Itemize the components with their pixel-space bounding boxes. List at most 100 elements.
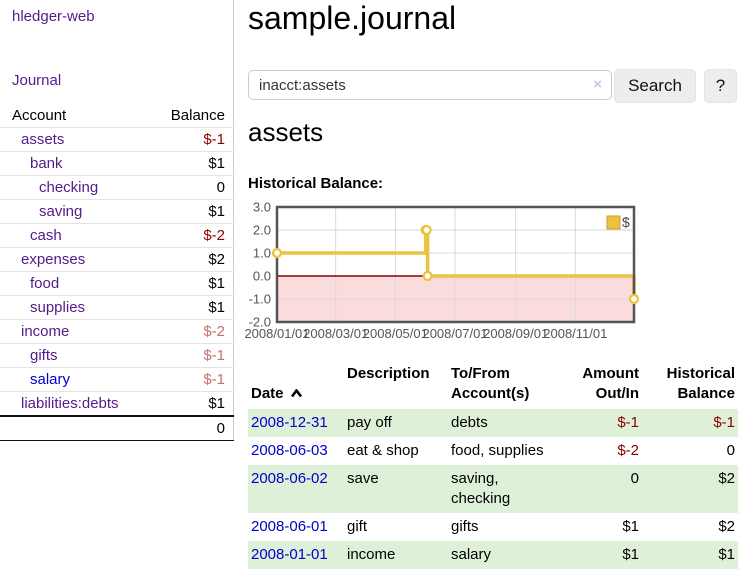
account-row: cash $-2 bbox=[0, 223, 234, 248]
transaction-amount: $1 bbox=[622, 518, 639, 535]
account-row: expenses $2 bbox=[0, 247, 234, 272]
account-balance: $-2 bbox=[152, 319, 234, 344]
account-row: income $-2 bbox=[0, 319, 234, 344]
svg-text:2008/11/01: 2008/11/01 bbox=[543, 326, 607, 341]
svg-text:$: $ bbox=[622, 214, 630, 230]
account-row: bank $1 bbox=[0, 151, 234, 176]
sidebar-item-journal[interactable]: Journal bbox=[12, 72, 62, 89]
sidebar: hledger-web Journal Account Balance asse… bbox=[0, 0, 234, 441]
transaction-balance: $1 bbox=[718, 546, 735, 563]
account-row: food $1 bbox=[0, 271, 234, 296]
transaction-date-link[interactable]: 2008-01-01 bbox=[251, 546, 328, 563]
col-header-date[interactable]: Date bbox=[248, 360, 344, 409]
col-header-accounts: To/From Account(s) bbox=[451, 365, 530, 402]
account-balance: 0 bbox=[152, 175, 234, 200]
search-form: × bbox=[248, 70, 612, 100]
transaction-date-link[interactable]: 2008-12-31 bbox=[251, 414, 328, 431]
account-balance: $-1 bbox=[152, 127, 234, 152]
account-balance: $1 bbox=[152, 199, 234, 224]
account-balance: $1 bbox=[152, 391, 234, 417]
transaction-date-link[interactable]: 2008-06-02 bbox=[251, 470, 328, 487]
svg-text:2008/09/01: 2008/09/01 bbox=[483, 326, 548, 341]
register-row: 2008-06-02 save saving, checking 0 $2 bbox=[248, 465, 738, 513]
help-button[interactable]: ? bbox=[704, 69, 737, 103]
account-balance: $-1 bbox=[152, 343, 234, 368]
transaction-balance: 0 bbox=[726, 442, 735, 459]
account-link-expenses[interactable]: expenses bbox=[21, 251, 86, 268]
account-row: checking 0 bbox=[0, 175, 234, 200]
transaction-balance: $2 bbox=[718, 470, 735, 487]
page-title: sample.journal bbox=[248, 0, 457, 36]
svg-text:-1.0: -1.0 bbox=[249, 292, 271, 307]
col-header-amount: Amount Out/In bbox=[582, 365, 639, 402]
account-row: supplies $1 bbox=[0, 295, 234, 320]
svg-text:0.0: 0.0 bbox=[253, 269, 271, 284]
accounts-table: Account Balance assets $-1 bank $1 check… bbox=[0, 104, 234, 441]
transaction-date-link[interactable]: 2008-06-03 bbox=[251, 442, 328, 459]
accounts-header-account: Account bbox=[0, 104, 153, 128]
search-input[interactable] bbox=[248, 70, 612, 100]
account-balance: $1 bbox=[152, 151, 234, 176]
search-button[interactable]: Search bbox=[614, 69, 696, 103]
account-balance: $2 bbox=[152, 247, 234, 272]
svg-text:2.0: 2.0 bbox=[253, 223, 271, 238]
register-row: 2008-12-31 pay off debts $-1 $-1 bbox=[248, 409, 738, 437]
account-link-salary[interactable]: salary bbox=[30, 371, 71, 388]
transaction-description: income bbox=[347, 546, 396, 563]
transaction-description: eat & shop bbox=[347, 442, 419, 459]
account-row: gifts $-1 bbox=[0, 343, 234, 368]
accounts-header-balance: Balance bbox=[152, 104, 234, 128]
transaction-accounts: gifts bbox=[451, 518, 479, 535]
account-link-food[interactable]: food bbox=[30, 275, 60, 292]
accounts-header-row: Account Balance bbox=[0, 104, 234, 128]
transaction-description: save bbox=[347, 470, 379, 487]
transaction-amount: $-1 bbox=[617, 414, 639, 431]
transaction-accounts: saving, checking bbox=[451, 470, 511, 507]
svg-text:3.0: 3.0 bbox=[253, 202, 271, 215]
svg-text:-2.0: -2.0 bbox=[249, 315, 271, 330]
account-row: liabilities:debts $1 bbox=[0, 391, 234, 417]
clear-search-icon[interactable]: × bbox=[593, 76, 602, 93]
app-title-link[interactable]: hledger-web bbox=[12, 8, 95, 25]
transaction-amount: $-2 bbox=[617, 442, 639, 459]
register-row: 2008-06-03 eat & shop food, supplies $-2… bbox=[248, 437, 738, 465]
account-link-assets[interactable]: assets bbox=[21, 131, 65, 148]
transaction-balance: $-1 bbox=[713, 414, 735, 431]
accounts-total-row: 0 bbox=[0, 415, 234, 441]
account-heading: assets bbox=[248, 117, 324, 147]
account-balance: $-1 bbox=[152, 367, 234, 392]
account-link-supplies[interactable]: supplies bbox=[30, 299, 86, 316]
balance-chart: 3.0 2.0 1.0 0.0 -1.0 -2.02008/01/012008/03/01… bbox=[244, 202, 640, 341]
account-link-checking[interactable]: checking bbox=[39, 179, 99, 196]
register-header-row: Date Description To/From Account(s) Amou… bbox=[248, 360, 738, 409]
account-link-gifts[interactable]: gifts bbox=[30, 347, 58, 364]
transaction-amount: 0 bbox=[630, 470, 639, 487]
transaction-accounts: salary bbox=[451, 546, 492, 563]
transaction-date-link[interactable]: 2008-06-01 bbox=[251, 518, 328, 535]
account-balance: $1 bbox=[152, 271, 234, 296]
account-row: saving $1 bbox=[0, 199, 234, 224]
account-link-liabilities-debts[interactable]: liabilities:debts bbox=[21, 395, 119, 412]
account-link-saving[interactable]: saving bbox=[39, 203, 83, 220]
register-row: 2008-06-01 gift gifts $1 $2 bbox=[248, 513, 738, 541]
col-header-balance: Historical Balance bbox=[666, 365, 735, 402]
transaction-description: gift bbox=[347, 518, 368, 535]
account-balance: $1 bbox=[152, 295, 234, 320]
col-header-description: Description bbox=[347, 365, 430, 382]
transaction-accounts: debts bbox=[451, 414, 488, 431]
transaction-amount: $1 bbox=[622, 546, 639, 563]
svg-text:2008/03/01: 2008/03/01 bbox=[303, 326, 368, 341]
account-balance: $-2 bbox=[152, 223, 234, 248]
account-row: assets $-1 bbox=[0, 127, 234, 152]
transaction-description: pay off bbox=[347, 414, 392, 431]
chart-title: Historical Balance: bbox=[248, 175, 384, 192]
svg-text:1.0: 1.0 bbox=[253, 246, 271, 261]
svg-text:2008/07/01: 2008/07/01 bbox=[422, 326, 487, 341]
account-link-cash[interactable]: cash bbox=[30, 227, 62, 244]
account-row: salary $-1 bbox=[0, 367, 234, 392]
sort-ascending-icon[interactable] bbox=[290, 384, 303, 404]
svg-text:2008/01/01: 2008/01/01 bbox=[244, 326, 309, 341]
account-link-income[interactable]: income bbox=[21, 323, 70, 340]
account-link-bank[interactable]: bank bbox=[30, 155, 63, 172]
transaction-accounts: food, supplies bbox=[451, 442, 544, 459]
